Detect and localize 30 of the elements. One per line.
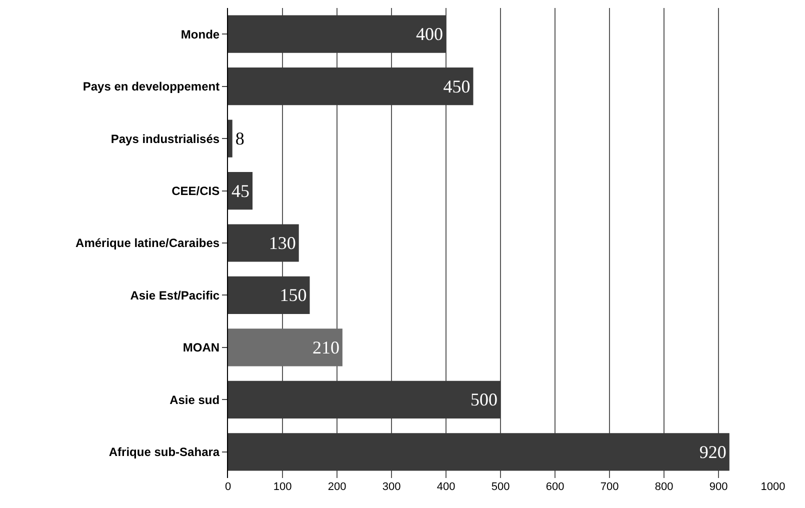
data-label: 210 — [312, 337, 340, 358]
x-tick-label: 100 — [273, 481, 292, 493]
x-tick-label: 1000 — [760, 481, 786, 493]
x-tick-label: 0 — [224, 481, 232, 493]
x-tick-label: 300 — [382, 481, 401, 493]
data-label: 450 — [443, 76, 470, 96]
x-tick-label: 700 — [600, 481, 619, 493]
y-tick-label: Amérique latine/Caraibes — [76, 236, 220, 250]
y-tick-label: Pays industrialisés — [110, 132, 220, 146]
data-label: 8 — [235, 128, 244, 149]
bar — [228, 328, 342, 366]
x-tick-label: 200 — [328, 481, 346, 493]
y-tick-label: Monde — [180, 27, 220, 42]
y-tick-label: Pays en developpement — [82, 80, 220, 94]
x-tick-label: 500 — [491, 481, 510, 493]
data-label: 130 — [268, 233, 296, 253]
x-tick-label: 600 — [546, 481, 564, 493]
data-label: 150 — [280, 285, 307, 306]
data-label: 920 — [699, 442, 726, 462]
y-tick-label: Afrique sub-Sahara — [108, 445, 220, 460]
y-tick-label: Asie Est/Pacific — [130, 288, 220, 302]
y-tick-label: Asie sud — [170, 392, 220, 407]
data-label: 45 — [232, 180, 250, 201]
x-tick-label: 400 — [436, 481, 456, 493]
y-tick-label: CEE/CIS — [172, 184, 220, 198]
data-label: 400 — [416, 24, 443, 44]
x-tick-label: 900 — [709, 481, 728, 493]
y-tick-label: MOAN — [182, 340, 220, 355]
data-label: 500 — [470, 390, 498, 410]
x-tick-label: 800 — [654, 481, 674, 493]
